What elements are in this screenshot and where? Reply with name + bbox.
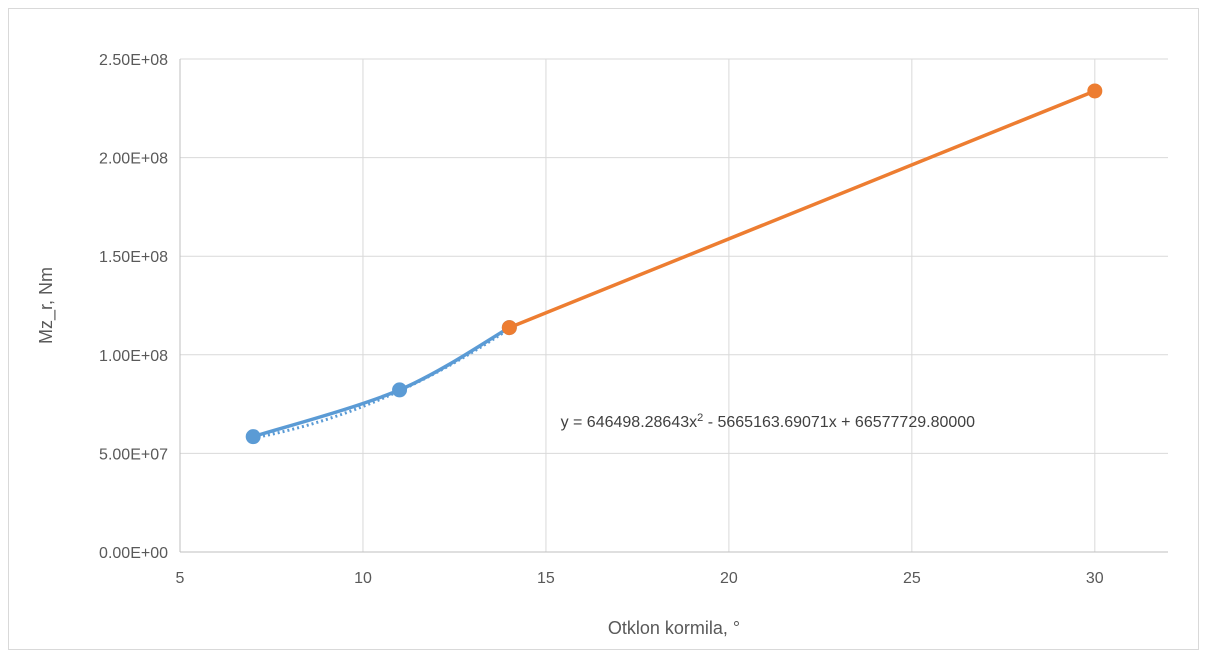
y-axis-title: Mz_r, Nm [36, 267, 57, 344]
x-tick-label: 10 [354, 570, 372, 587]
series-layer [251, 89, 1097, 439]
x-axis-title: Otklon kormila, ° [608, 618, 740, 638]
series-1-marker [245, 429, 261, 445]
x-tick-label: 30 [1086, 570, 1104, 587]
series-2-marker [1087, 83, 1103, 99]
x-tick-label: 15 [537, 570, 555, 587]
y-tick-label: 5.00E+07 [99, 446, 168, 463]
y-tick-label: 1.00E+08 [99, 348, 168, 365]
trendline-path [252, 327, 511, 440]
axes [179, 59, 1168, 553]
y-tick-label: 1.50E+08 [99, 249, 168, 266]
series-line-1 [251, 325, 512, 439]
y-tick-label: 0.00E+00 [99, 545, 168, 562]
trendline-layer [252, 327, 511, 440]
tick-labels: 0.00E+00 5.00E+07 1.00E+08 1.50E+08 2.00E+08… [99, 52, 1104, 587]
y-tick-label: 2.50E+08 [99, 52, 168, 69]
x-tick-label: 5 [176, 570, 185, 587]
series-2-marker [501, 320, 517, 336]
y-tick-label: 2.00E+08 [99, 151, 168, 168]
grid-lines [180, 58, 1168, 552]
equation-exponent: 2 [697, 412, 703, 424]
x-tick-label: 25 [903, 570, 921, 587]
chart-frame [8, 8, 1199, 650]
series-line-2 [507, 89, 1097, 330]
x-tick-label: 20 [720, 570, 738, 587]
series-1-marker [392, 382, 408, 398]
equation-suffix: - 5665163.69071x + 66577729.80000 [703, 414, 975, 431]
trendline-equation: y = 646498.28643x2 - 5665163.69071x + 66… [561, 412, 976, 431]
equation-prefix: y = 646498.28643x [561, 414, 698, 431]
marker-layer [245, 83, 1103, 445]
